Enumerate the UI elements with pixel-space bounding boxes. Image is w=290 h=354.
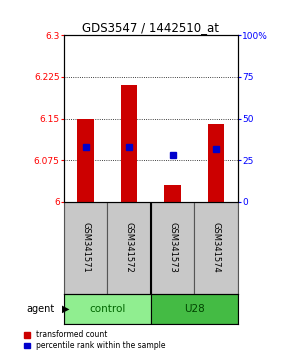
Bar [151,202,194,294]
Text: U28: U28 [184,304,205,314]
Bar [107,202,151,294]
Text: GSM341571: GSM341571 [81,222,90,273]
Text: GSM341572: GSM341572 [124,222,134,273]
Bar [194,202,238,294]
Bar [64,294,151,324]
Bar [121,85,137,202]
Title: GDS3547 / 1442510_at: GDS3547 / 1442510_at [82,21,219,34]
Text: GSM341573: GSM341573 [168,222,177,273]
Text: GSM341574: GSM341574 [211,222,221,273]
Legend: transformed count, percentile rank within the sample: transformed count, percentile rank withi… [24,330,166,350]
Bar [64,202,107,294]
Bar [164,185,181,202]
Text: control: control [89,304,126,314]
Bar [208,124,224,202]
Bar [151,294,238,324]
Text: agent: agent [27,304,55,314]
Text: ▶: ▶ [62,304,70,314]
Bar [77,119,94,202]
